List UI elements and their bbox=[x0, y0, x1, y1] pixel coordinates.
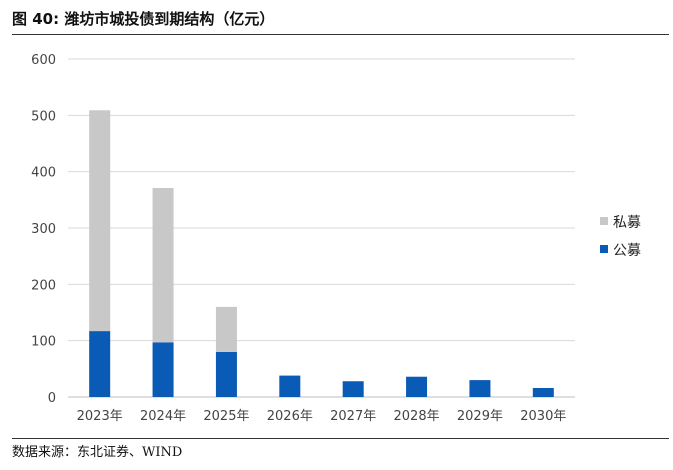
legend-label-public: 公募 bbox=[613, 243, 641, 259]
bar-private-1 bbox=[152, 188, 174, 343]
bar-private-2 bbox=[215, 306, 237, 352]
y-tick-label: 300 bbox=[31, 222, 56, 237]
bar-public-3 bbox=[279, 375, 301, 397]
bar-public-4 bbox=[342, 381, 364, 397]
y-tick-label: 0 bbox=[48, 391, 56, 406]
figure-title-text: 潍坊市城投债到期结构（亿元） bbox=[64, 10, 275, 28]
x-tick-label: 2023年 bbox=[77, 409, 123, 424]
legend-swatch-private bbox=[600, 217, 608, 225]
top-rule bbox=[12, 34, 669, 35]
y-tick-label: 100 bbox=[31, 335, 56, 350]
x-tick-label: 2028年 bbox=[394, 409, 440, 424]
y-tick-label: 600 bbox=[31, 53, 56, 68]
y-tick-label: 400 bbox=[31, 166, 56, 181]
bar-public-5 bbox=[406, 376, 428, 397]
x-tick-label: 2025年 bbox=[203, 409, 249, 424]
bar-public-1 bbox=[152, 342, 174, 397]
y-tick-label: 500 bbox=[31, 109, 56, 124]
figure-label: 图 40: bbox=[12, 10, 60, 28]
x-tick-label: 2027年 bbox=[330, 409, 376, 424]
legend-label-private: 私募 bbox=[613, 215, 641, 231]
x-tick-label: 2026年 bbox=[267, 409, 313, 424]
x-tick-label: 2029年 bbox=[457, 409, 503, 424]
bar-private-0 bbox=[89, 110, 111, 332]
bar-public-7 bbox=[532, 387, 554, 397]
x-tick-label: 2024年 bbox=[140, 409, 186, 424]
bar-public-2 bbox=[215, 351, 237, 397]
x-tick-label: 2030年 bbox=[520, 409, 566, 424]
figure-title: 图 40: 潍坊市城投债到期结构（亿元） bbox=[12, 8, 666, 30]
bar-public-0 bbox=[89, 331, 111, 397]
source-note: 数据来源：东北证券、WIND bbox=[12, 445, 183, 460]
legend-swatch-public bbox=[600, 245, 608, 253]
y-tick-label: 200 bbox=[31, 278, 56, 293]
bottom-rule bbox=[12, 438, 669, 439]
bar-public-6 bbox=[469, 380, 491, 397]
